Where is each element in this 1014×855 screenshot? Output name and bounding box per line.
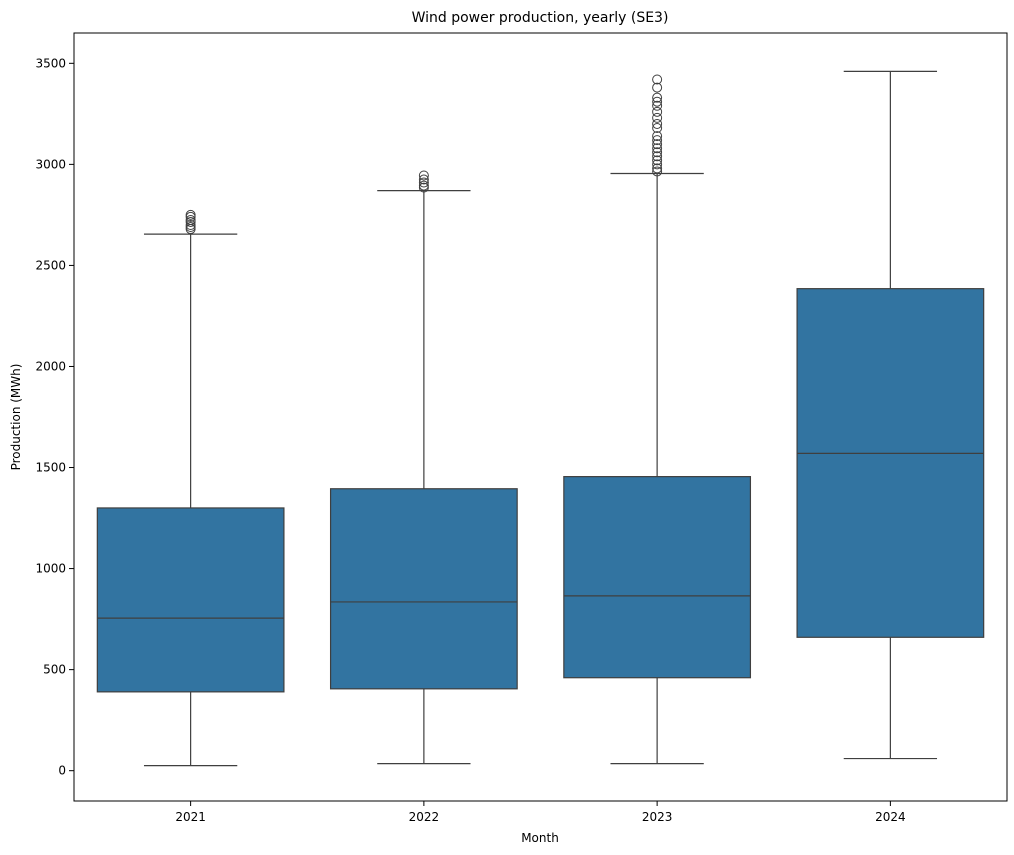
outlier-point [185, 220, 196, 230]
outlier-point [652, 155, 663, 166]
x-tick-label: 2023 [642, 810, 673, 824]
x-tick-label: 2021 [175, 810, 206, 824]
outlier-point [652, 151, 663, 162]
outlier-point [652, 106, 663, 117]
box [329, 488, 518, 690]
y-tick-label: 3000 [35, 157, 66, 171]
outlier-point [652, 122, 663, 133]
outlier-point [652, 147, 663, 158]
y-tick-label: 2000 [35, 359, 66, 373]
outlier-point [652, 139, 663, 150]
outlier-point [185, 209, 196, 220]
outlier-point [652, 92, 663, 103]
outlier-point [418, 180, 429, 191]
box [96, 507, 285, 693]
chart-title: Wind power production, yearly (SE3) [412, 10, 669, 26]
outlier-point [652, 166, 663, 177]
y-tick-label: 2500 [35, 258, 66, 272]
axes-frame [73, 32, 1008, 802]
box [796, 288, 985, 638]
y-tick-label: 500 [43, 663, 66, 677]
box-group-2023 [563, 74, 752, 765]
outlier-point [652, 112, 663, 123]
y-tick-label: 1500 [35, 461, 66, 475]
outlier-point [652, 143, 663, 154]
y-tick-label: 1000 [35, 562, 66, 576]
outlier-point [185, 222, 196, 233]
outlier-point [652, 96, 663, 107]
outlier-point [652, 163, 663, 174]
outlier-point [652, 135, 663, 146]
outlier-point [652, 100, 663, 111]
y-tick-label: 0 [58, 764, 66, 778]
outlier-point [652, 82, 663, 93]
y-axis: 0 500 1000 1500 2000 2500 3000 3500 [35, 56, 74, 778]
box-group-2021 [96, 209, 285, 767]
x-axis-label: Month [521, 831, 559, 845]
x-axis: 2021 2022 2023 2024 [175, 801, 906, 824]
outlier-point [418, 174, 429, 185]
outlier-point [185, 214, 196, 225]
outlier-point [652, 118, 663, 129]
y-axis-label: Production (MWh) [9, 364, 23, 471]
x-tick-label: 2022 [409, 810, 440, 824]
outlier-point [652, 74, 663, 85]
x-tick-label: 2024 [875, 810, 906, 824]
outlier-point [652, 159, 663, 170]
box-group-2024 [796, 70, 985, 760]
outlier-point [418, 177, 429, 188]
plot-area [96, 70, 985, 767]
y-tick-label: 3500 [35, 56, 66, 70]
outlier-point [418, 170, 429, 181]
box-group-2022 [329, 170, 518, 765]
outlier-point [652, 131, 663, 142]
box [563, 476, 752, 679]
